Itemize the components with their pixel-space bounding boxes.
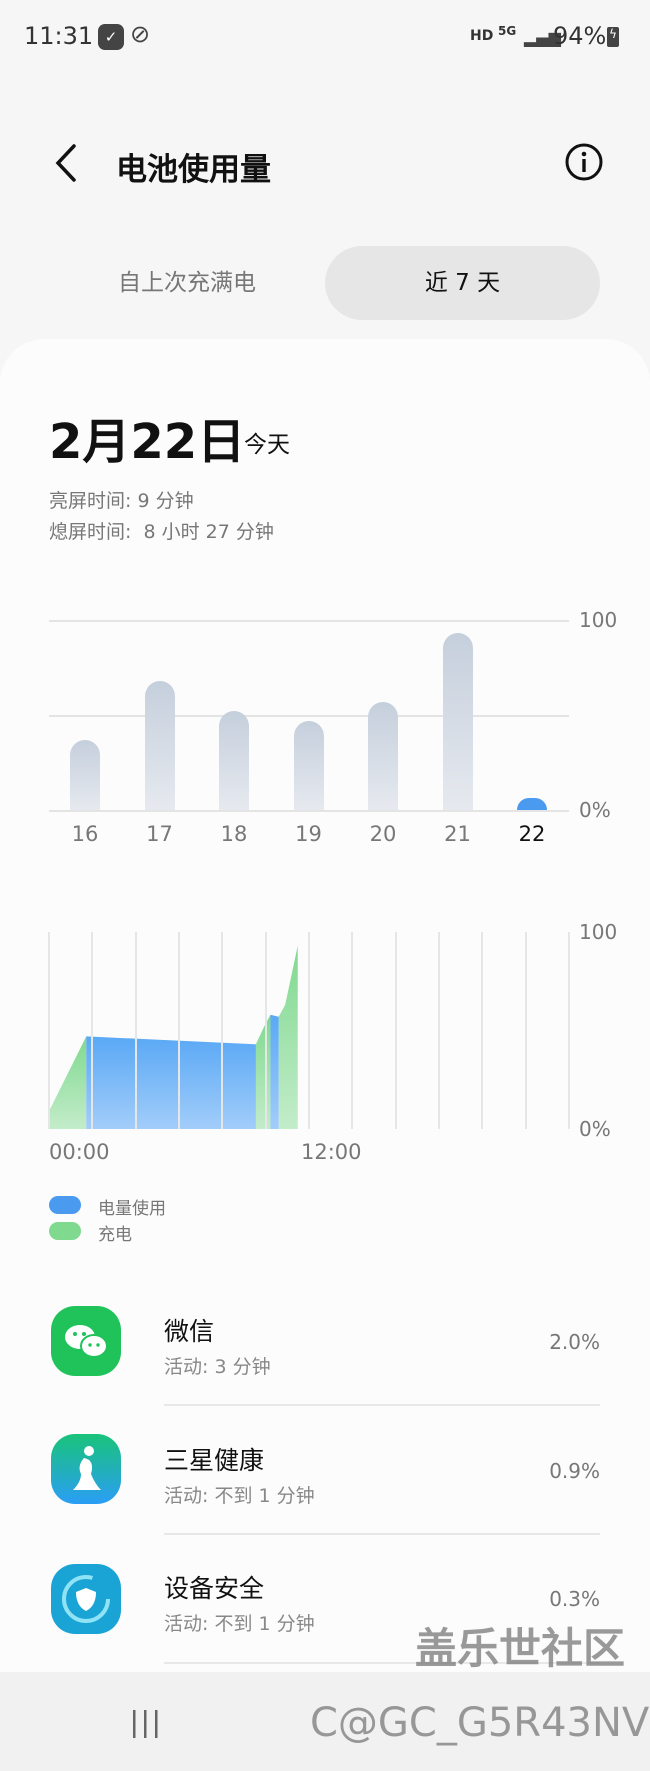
- legend-charging-swatch: [49, 1222, 81, 1240]
- time-gridline: [308, 932, 310, 1129]
- navigation-bar: [0, 1672, 650, 1771]
- day-label-21[interactable]: 21: [444, 822, 471, 846]
- day-label-19[interactable]: 19: [295, 822, 322, 846]
- legend-charging-label: 充电: [98, 1225, 132, 1245]
- app-percent: 0.3%: [549, 1587, 600, 1611]
- bar-19[interactable]: [293, 720, 324, 810]
- page-title: 电池使用量: [116, 152, 271, 188]
- app-percent: 0.9%: [549, 1459, 600, 1483]
- time-gridline: [351, 932, 354, 1129]
- screen-off-value: 8 小时 27 分钟: [143, 521, 274, 543]
- x-tick-1200: 12:00: [301, 1140, 362, 1164]
- time-gridline: [524, 932, 527, 1129]
- app-activity: 活动: 3 分钟: [164, 1356, 271, 1378]
- watermark-user: C@GC_G5R43NVR: [310, 1700, 650, 1746]
- day-label-22[interactable]: 22: [518, 822, 546, 846]
- gridline-50: [49, 715, 569, 717]
- screen-on-label: 亮屏时间:: [49, 490, 132, 512]
- time-gridline: [394, 932, 397, 1129]
- back-button[interactable]: [48, 140, 88, 186]
- samsung-health-icon: [51, 1434, 121, 1504]
- watermark-logo: 盖乐世社区: [415, 1624, 626, 1673]
- charging-area-1: [255, 1014, 271, 1129]
- divider: [164, 1662, 600, 1664]
- bar-22[interactable]: [517, 798, 547, 810]
- network-type: 5G: [498, 24, 517, 38]
- bar-20[interactable]: [368, 701, 398, 810]
- app-name: 设备安全: [164, 1574, 265, 1603]
- notification-icon: ✓: [98, 24, 124, 50]
- signal-icon: ▂▄▆: [524, 28, 561, 47]
- day-label-16[interactable]: 16: [71, 822, 99, 846]
- time-gridline: [221, 932, 224, 1129]
- hd-indicator: HD: [470, 28, 494, 44]
- day-label-18[interactable]: 18: [220, 822, 248, 846]
- legend-usage-label: 电量使用: [98, 1199, 166, 1219]
- screen-on-value: 9 分钟: [137, 490, 194, 512]
- status-time: 11:31: [24, 22, 94, 50]
- selected-date: 2月22日: [49, 414, 246, 470]
- period-tabs: 自上次充满电 近 7 天: [49, 246, 600, 320]
- info-icon: [565, 143, 603, 181]
- charging-area-0: [49, 1036, 87, 1129]
- time-gridline: [568, 932, 570, 1129]
- usage-area-0: [86, 1036, 256, 1129]
- recent-apps-icon: [133, 1710, 158, 1738]
- tab-last-7-days[interactable]: 近 7 天: [325, 246, 600, 320]
- gridline-100: [49, 620, 569, 622]
- tab-since-full-charge[interactable]: 自上次充满电: [118, 270, 256, 296]
- app-row-samsung-health[interactable]: 三星健康 活动: 不到 1 分钟 0.9%: [0, 1420, 650, 1530]
- recent-apps-button[interactable]: [130, 1708, 162, 1740]
- time-gridline: [438, 932, 440, 1129]
- device-security-icon: [51, 1564, 121, 1634]
- charging-area-2: [278, 945, 298, 1129]
- usage-area-1: [270, 1014, 279, 1129]
- battery-charging-icon: ϟ: [607, 27, 619, 47]
- screen-off-time: 熄屏时间: 8 小时 27 分钟: [49, 517, 274, 544]
- day-label-20[interactable]: 20: [369, 822, 397, 846]
- gridline-0: [49, 810, 569, 812]
- legend-usage-swatch: [49, 1196, 81, 1214]
- divider: [164, 1533, 600, 1535]
- time-gridline: [264, 932, 267, 1129]
- info-button[interactable]: [564, 142, 604, 182]
- time-gridline: [134, 932, 137, 1129]
- no-call-icon: ⊘: [130, 20, 151, 48]
- day-label-17[interactable]: 17: [146, 822, 173, 846]
- bar-16[interactable]: [70, 739, 100, 810]
- app-activity: 活动: 不到 1 分钟: [164, 1485, 315, 1507]
- divider: [164, 1404, 600, 1406]
- app-activity: 活动: 不到 1 分钟: [164, 1613, 315, 1635]
- bar-18[interactable]: [219, 711, 249, 810]
- y-tick-0: 0%: [579, 1117, 611, 1141]
- wechat-icon: [51, 1306, 121, 1376]
- time-gridline: [48, 932, 50, 1129]
- app-name: 三星健康: [164, 1446, 265, 1475]
- time-gridline: [178, 932, 180, 1129]
- date-suffix: 今天: [244, 432, 290, 458]
- chevron-left-icon: [55, 144, 76, 182]
- battery-area-plot: [49, 945, 298, 1129]
- app-row-wechat[interactable]: 微信 活动: 3 分钟 2.0%: [0, 1290, 650, 1400]
- x-tick-0000: 00:00: [49, 1140, 110, 1164]
- y-tick-100: 100: [579, 608, 618, 632]
- screen-off-label: 熄屏时间:: [49, 521, 132, 543]
- bar-21[interactable]: [442, 633, 473, 810]
- app-row-device-security[interactable]: 设备安全 活动: 不到 1 分钟 0.3%: [0, 1549, 650, 1659]
- y-tick-0: 0%: [579, 798, 611, 822]
- time-gridline: [481, 932, 484, 1129]
- y-tick-100: 100: [579, 920, 618, 944]
- screen-on-time: 亮屏时间: 9 分钟: [49, 486, 194, 513]
- bar-17[interactable]: [144, 680, 175, 810]
- time-gridline: [91, 932, 94, 1129]
- battery-percent: 94%: [553, 22, 607, 50]
- app-name: 微信: [164, 1317, 215, 1346]
- app-percent: 2.0%: [549, 1330, 600, 1354]
